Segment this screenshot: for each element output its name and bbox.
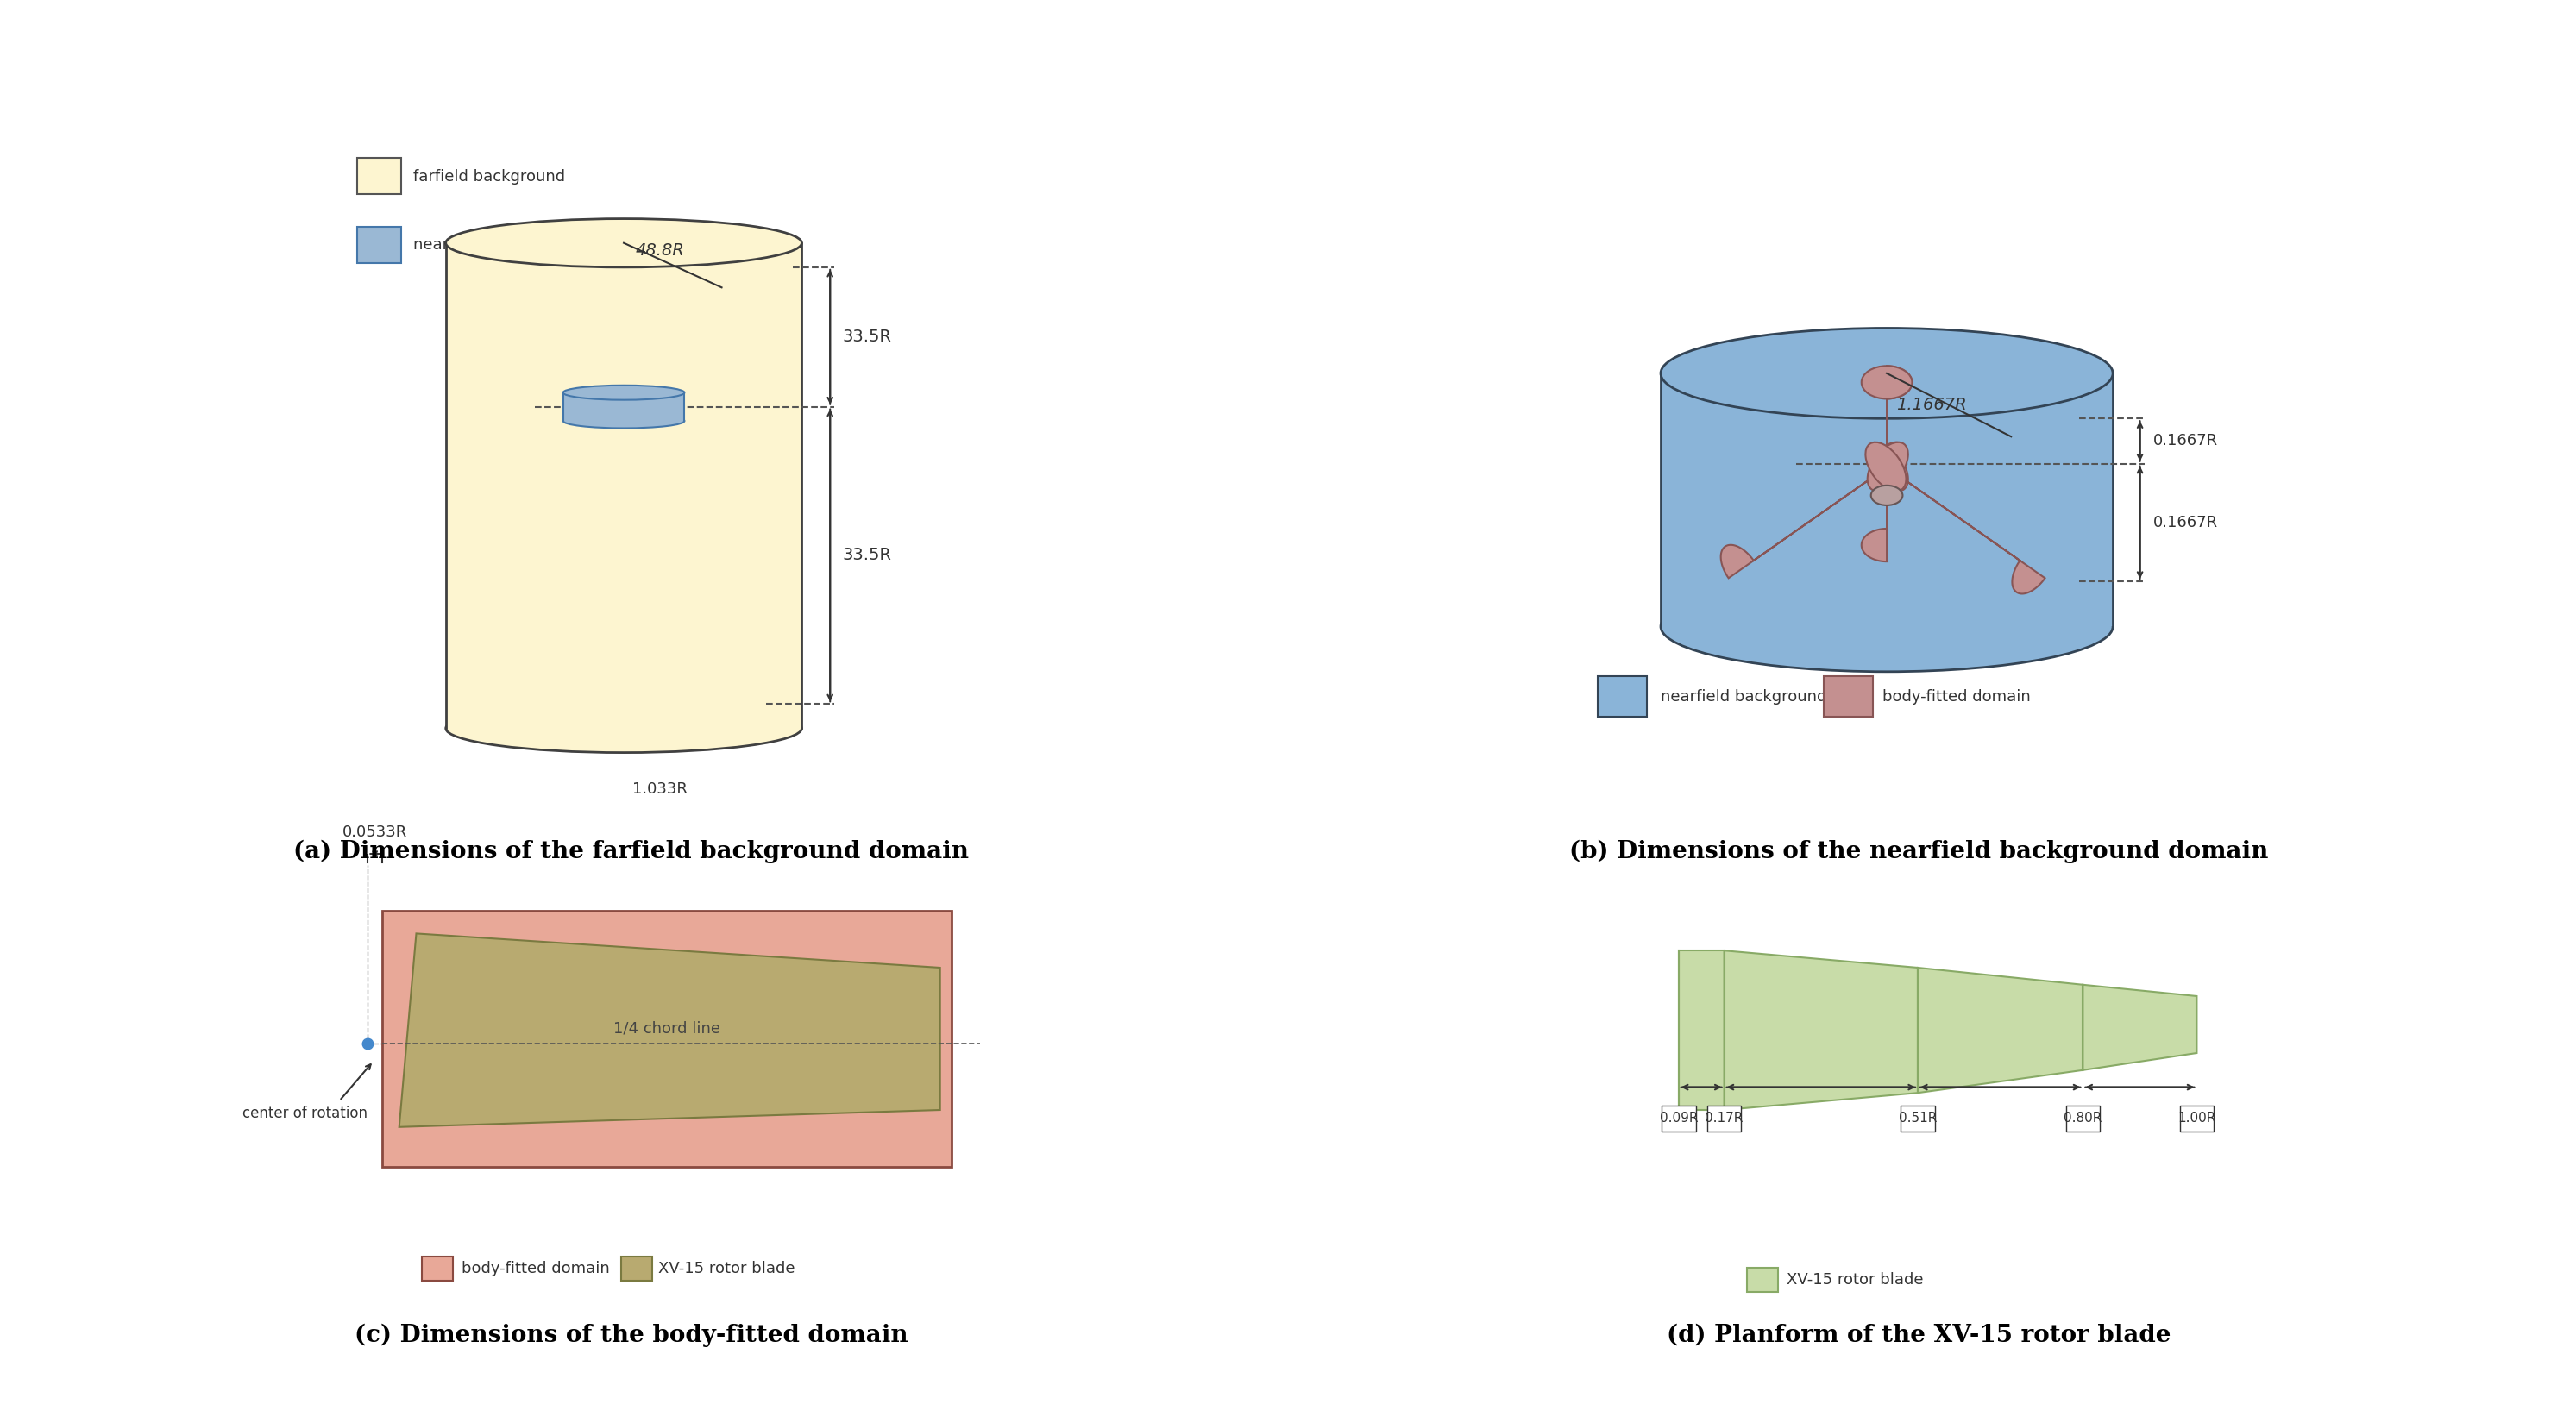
Polygon shape (1721, 458, 1909, 578)
Text: 0.1667R: 0.1667R (2154, 515, 2218, 531)
Text: nearfield background: nearfield background (1662, 689, 1826, 704)
Bar (355, 226, 402, 263)
Polygon shape (399, 933, 940, 1127)
Ellipse shape (564, 386, 685, 400)
Bar (1662, 373, 2112, 626)
Ellipse shape (1868, 443, 1909, 491)
Text: farfield background: farfield background (412, 169, 564, 185)
Text: 33.5R: 33.5R (842, 548, 891, 564)
Text: 0.51R: 0.51R (1899, 1111, 1937, 1126)
Polygon shape (1917, 968, 2084, 1093)
Text: 0.09R: 0.09R (1659, 1111, 1698, 1126)
Text: (a) Dimensions of the farfield background domain: (a) Dimensions of the farfield backgroun… (294, 840, 969, 864)
Ellipse shape (564, 414, 685, 428)
Bar (1901, 1106, 1935, 1131)
Ellipse shape (1662, 329, 2112, 418)
Bar (1708, 1106, 1741, 1131)
Text: 0.17R: 0.17R (1705, 1111, 1744, 1126)
Bar (564, 393, 685, 421)
Text: 1.033R: 1.033R (631, 781, 688, 797)
Text: 0.0533R: 0.0533R (343, 824, 407, 840)
Text: nearfield background: nearfield background (412, 236, 580, 252)
Bar (2066, 1106, 2099, 1131)
Bar (1662, 373, 2112, 626)
Bar (446, 243, 801, 729)
Ellipse shape (446, 219, 801, 268)
Bar (355, 158, 402, 195)
Ellipse shape (1865, 443, 1906, 491)
Bar (1747, 1268, 1777, 1292)
Polygon shape (2084, 985, 2197, 1070)
Bar (422, 1257, 453, 1281)
Polygon shape (1862, 366, 1911, 562)
Text: 1/4 chord line: 1/4 chord line (613, 1020, 721, 1036)
Bar (446, 243, 801, 729)
Ellipse shape (1862, 366, 1911, 398)
Ellipse shape (1870, 485, 1904, 505)
Text: 0.80R: 0.80R (2063, 1111, 2102, 1126)
Text: 1.00R: 1.00R (2177, 1111, 2215, 1126)
Polygon shape (1680, 951, 1723, 1110)
Ellipse shape (446, 704, 801, 753)
Bar (1662, 1106, 1695, 1131)
Text: body-fitted domain: body-fitted domain (461, 1261, 611, 1276)
Text: 0.1667R: 0.1667R (2154, 434, 2218, 448)
Text: (d) Planform of the XV-15 rotor blade: (d) Planform of the XV-15 rotor blade (1667, 1323, 2172, 1346)
Text: 33.5R: 33.5R (842, 329, 891, 346)
Bar (564, 393, 685, 421)
Text: (b) Dimensions of the nearfield background domain: (b) Dimensions of the nearfield backgrou… (1569, 840, 2269, 864)
Polygon shape (1873, 443, 2045, 593)
Bar (2179, 1106, 2213, 1131)
Bar (1597, 676, 1646, 717)
Text: center of rotation: center of rotation (242, 1106, 368, 1121)
Ellipse shape (1662, 581, 2112, 672)
Text: body-fitted domain: body-fitted domain (1883, 689, 2030, 704)
Text: XV-15 rotor blade: XV-15 rotor blade (659, 1261, 796, 1276)
Text: XV-15 rotor blade: XV-15 rotor blade (1788, 1272, 1924, 1288)
Polygon shape (1723, 951, 1917, 1110)
Text: 48.8R: 48.8R (636, 242, 685, 259)
Bar (381, 911, 951, 1167)
Text: (c) Dimensions of the body-fitted domain: (c) Dimensions of the body-fitted domain (355, 1323, 907, 1348)
Text: 1.1667R: 1.1667R (1896, 397, 1965, 413)
Bar (621, 1257, 652, 1281)
Bar (1824, 676, 1873, 717)
